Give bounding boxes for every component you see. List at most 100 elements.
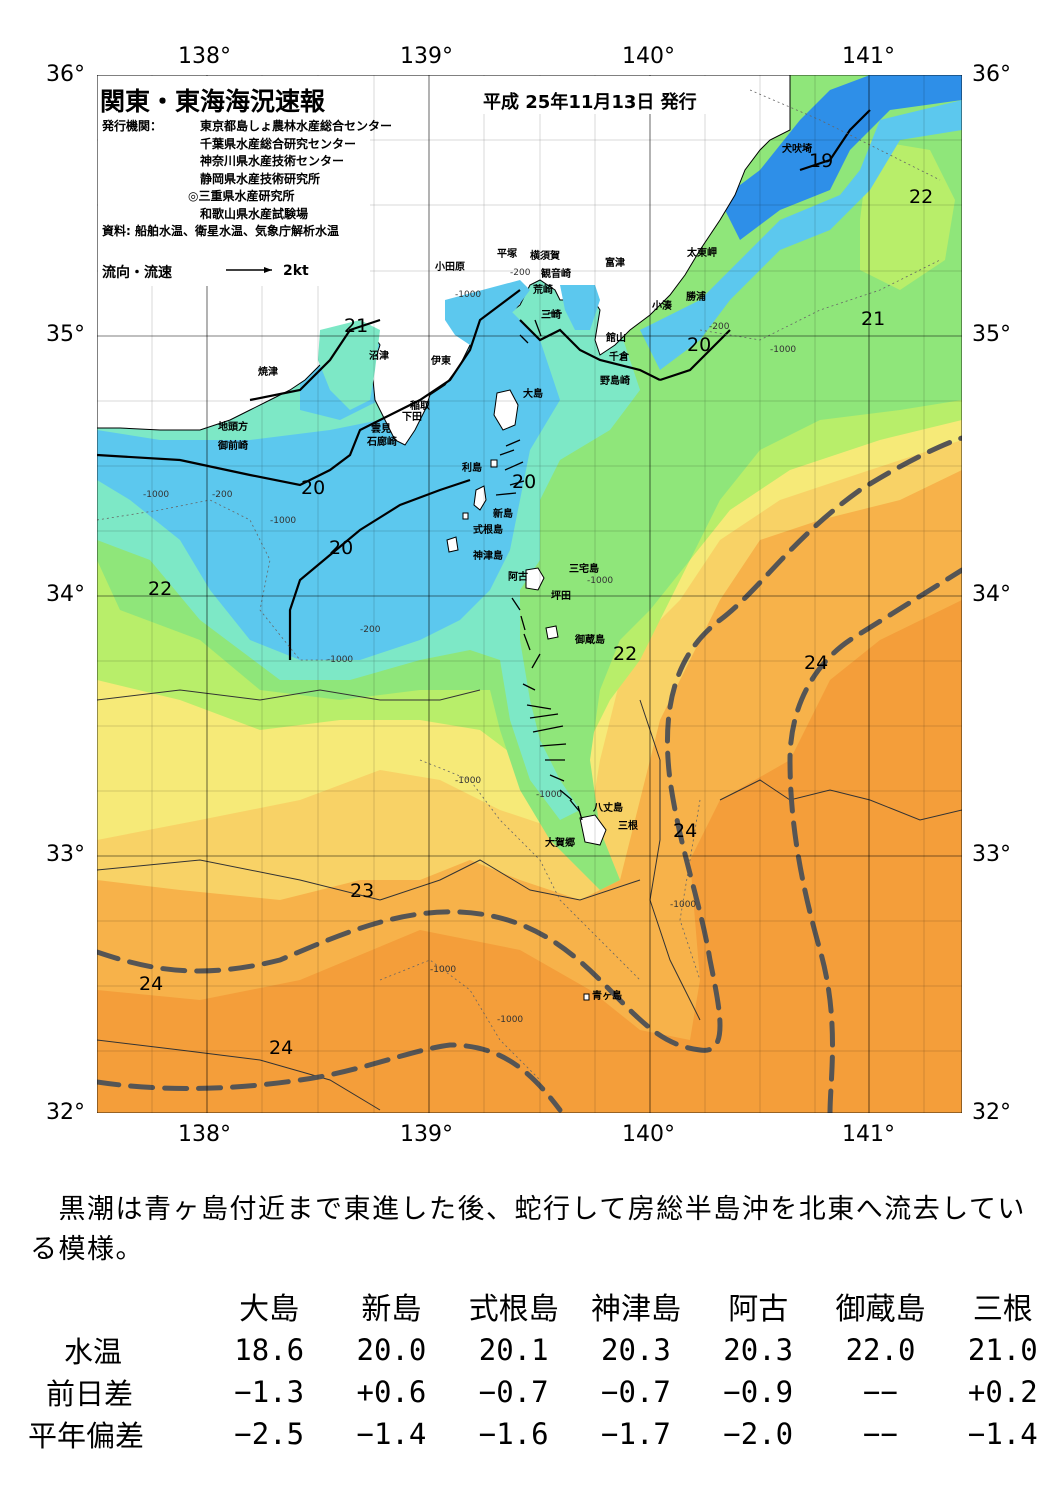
table-cell: +0.2	[967, 1375, 1038, 1409]
row-label-normal-anomaly: 平年偏差	[28, 1419, 145, 1453]
flow-legend-label: 流向・流速	[102, 265, 172, 281]
table-cell: 20.3	[601, 1333, 671, 1367]
table-cell: −1.3	[234, 1375, 305, 1409]
island-kozushima	[446, 536, 459, 553]
island-temperature-table: 大島 新島 式根島 神津島 阿古 御蔵島 三根 水温 18.6 20.0 20.…	[28, 1283, 1064, 1455]
isotherm-label: 22	[148, 578, 173, 600]
sst-zone-20-east	[640, 100, 962, 370]
isotherm-label: 21	[344, 315, 369, 337]
institution-3: 神奈川県水産技術センター	[200, 154, 345, 168]
flow-legend-arrowhead	[264, 267, 272, 273]
place-kozushima: 神津島	[473, 551, 503, 562]
isotherm-label: 20	[512, 471, 537, 493]
place-ito: 伊東	[431, 356, 451, 367]
lat-label-32-right: 32°	[972, 1100, 1011, 1125]
isotherm-label: 24	[804, 652, 829, 674]
place-odawara: 小田原	[435, 262, 465, 273]
lon-label-139-bottom: 139°	[400, 1122, 453, 1147]
place-tsubota: 坪田	[551, 591, 571, 602]
island-shikinejima	[462, 512, 469, 520]
island-mikurajima	[545, 625, 559, 640]
isotherm-label: 22	[613, 643, 638, 665]
sst-zone-20	[97, 300, 560, 660]
isotherm-label: 20	[687, 334, 712, 356]
lon-label-141-bottom: 141°	[842, 1122, 895, 1147]
place-kumomi: 雲見	[371, 424, 391, 435]
depth-label: -200	[212, 490, 233, 500]
isotherm-label: 24	[673, 820, 698, 842]
table-cell: 20.3	[723, 1333, 794, 1367]
place-inubozaki: 犬吠埼	[782, 144, 812, 155]
lon-label-139-top: 139°	[400, 44, 453, 69]
place-arasaki: 荒崎	[533, 285, 553, 296]
table-row: 平年偏差 −2.5 −1.4 −1.6 −1.7 −2.0 −− −1.4	[28, 1413, 1064, 1455]
institution-6: 和歌山県水産試験場	[200, 206, 309, 221]
station-ako: 阿古	[728, 1292, 789, 1327]
station-oshima: 大島	[239, 1292, 300, 1327]
table-row: 前日差 −1.3 +0.6 −0.7 −0.7 −0.9 −− +0.2	[28, 1371, 1064, 1413]
place-inatori: 稲取	[410, 401, 430, 412]
table-cell: −−	[863, 1375, 898, 1409]
sst-zone-19	[720, 75, 962, 240]
place-aogashima: 青ヶ島	[592, 991, 622, 1002]
place-yokosuka: 横須賀	[530, 251, 560, 262]
current-summary-text: 黒潮は青ヶ島付近まで東進した後、蛇行して房総半島沖を北東へ流去している模様。	[30, 1194, 1026, 1265]
place-kominato: 小湊	[652, 301, 672, 312]
lat-label-36-right: 36°	[972, 62, 1011, 87]
flow-legend-scale: 2kt	[283, 263, 309, 279]
suruga-bay	[318, 320, 380, 410]
institution-5: ◎三重県水産研究所	[188, 189, 295, 203]
place-oshima: 大島	[523, 389, 543, 400]
place-kannonzaki: 観音崎	[541, 269, 571, 280]
place-niijima: 新島	[493, 509, 513, 520]
place-irozaki: 石廊崎	[367, 437, 397, 448]
depth-label: -1000	[587, 576, 614, 586]
table-cell: −2.5	[234, 1417, 305, 1451]
lat-label-34-left: 34°	[46, 582, 85, 607]
lon-label-140-top: 140°	[622, 44, 675, 69]
table-cell: 20.1	[478, 1333, 549, 1367]
sst-zone-22-east	[860, 140, 955, 290]
depth-label: -200	[709, 322, 730, 332]
isotherm-label: 23	[350, 880, 375, 902]
depth-label: -1000	[270, 516, 297, 526]
depth-label: -1000	[497, 1015, 524, 1025]
depth-label: -1000	[770, 345, 797, 355]
place-numazu: 沼津	[369, 351, 389, 362]
isotherm-label: 20	[329, 537, 354, 559]
table-cell: −0.7	[601, 1375, 671, 1409]
place-shikinejima: 式根島	[473, 525, 503, 536]
place-omaezaki: 御前崎	[218, 441, 248, 452]
island-niijima	[473, 485, 487, 511]
table-cell: −2.0	[723, 1417, 794, 1451]
table-cell: +0.6	[356, 1375, 427, 1409]
lat-label-33-left: 33°	[46, 842, 85, 867]
depth-label: -1000	[327, 655, 354, 665]
institution-4: 静岡県水産技術研究所	[200, 171, 321, 186]
place-chikura: 千倉	[609, 352, 629, 363]
place-katsuura: 勝浦	[686, 292, 706, 303]
institution-2: 千葉県水産総合研究センター	[200, 136, 357, 151]
depth-label: -1000	[670, 900, 697, 910]
isotherm-label: 21	[861, 308, 886, 330]
place-futtsu: 富津	[605, 258, 625, 269]
station-mitsune: 三根	[972, 1292, 1033, 1327]
depth-label: -200	[360, 625, 381, 635]
table-cell: −0.9	[723, 1375, 794, 1409]
depth-label: -1000	[455, 776, 482, 786]
place-mikurajima: 御蔵島	[575, 635, 605, 646]
row-label-water-temp: 水温	[64, 1335, 123, 1369]
station-kozushima: 神津島	[590, 1292, 681, 1327]
table-cell: −0.7	[478, 1375, 549, 1409]
lon-label-140-bottom: 140°	[622, 1122, 675, 1147]
island-oshima	[493, 389, 519, 431]
legend-box	[98, 76, 370, 286]
lat-label-34-right: 34°	[972, 582, 1011, 607]
place-hiratsuka: 平塚	[497, 249, 517, 260]
table-cell: 22.0	[845, 1333, 916, 1367]
place-miyakejima: 三宅島	[569, 564, 599, 575]
minor-graticule	[97, 75, 962, 1113]
island-aogashima	[583, 993, 590, 1001]
date-box	[470, 76, 750, 114]
